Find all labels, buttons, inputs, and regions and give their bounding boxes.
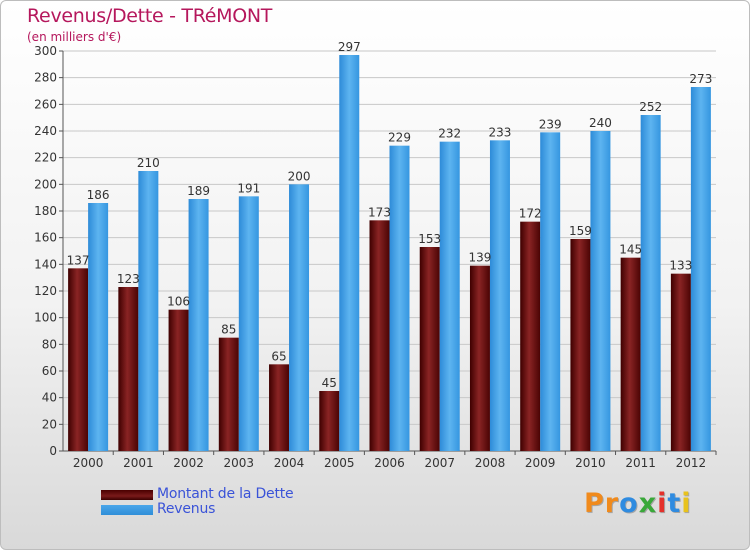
logo-letter: x	[638, 488, 658, 519]
x-tick-label: 2010	[575, 456, 606, 470]
y-tick-label: 120	[34, 284, 57, 298]
x-tick-label: 2001	[123, 456, 154, 470]
bar-revenus	[540, 132, 561, 452]
data-label: 145	[619, 243, 642, 257]
y-tick-label: 240	[34, 124, 57, 138]
labels: 0 20 40 60 80 100 120 140 160 180 200 220 240 260 280 3…	[34, 40, 712, 470]
bar-dette	[570, 239, 591, 451]
y-tick-label: 280	[34, 71, 57, 85]
data-label: 159	[569, 224, 592, 238]
data-label: 189	[187, 184, 210, 198]
bar-dette	[620, 257, 641, 451]
legend-swatch-debt	[101, 490, 153, 500]
data-label: 273	[689, 72, 712, 86]
y-tick-label: 20	[42, 417, 57, 431]
data-label: 137	[67, 253, 90, 267]
data-label: 233	[489, 125, 512, 139]
logo-letter: t	[667, 488, 682, 519]
x-tick-label: 2002	[173, 456, 204, 470]
data-label: 85	[221, 323, 236, 337]
legend-swatch-revenus	[101, 505, 153, 515]
y-tick-label: 40	[42, 391, 57, 405]
data-label: 45	[322, 376, 337, 390]
data-label: 65	[271, 349, 286, 363]
y-tick-label: 220	[34, 151, 57, 165]
data-label: 239	[539, 117, 562, 131]
data-label: 210	[137, 156, 160, 170]
x-tick-label: 2003	[224, 456, 255, 470]
bar-revenus	[88, 203, 109, 451]
y-tick-label: 100	[34, 311, 57, 325]
bar-revenus	[289, 184, 310, 452]
x-tick-label: 2005	[324, 456, 355, 470]
logo-letter: P	[584, 488, 605, 519]
x-tick-label: 2000	[73, 456, 104, 470]
data-label: 200	[288, 169, 311, 183]
bar-dette	[319, 391, 340, 451]
y-tick-label: 0	[49, 444, 57, 458]
x-tick-label: 2009	[525, 456, 556, 470]
data-label: 173	[368, 205, 391, 219]
y-tick-label: 260	[34, 97, 57, 111]
bar-dette	[369, 220, 390, 451]
bar-revenus	[339, 55, 360, 451]
x-tick-label: 2006	[374, 456, 405, 470]
proxiti-logo: Proxiti	[584, 488, 692, 519]
data-label: 186	[87, 188, 110, 202]
chart-subtitle: (en milliers d'€)	[27, 30, 122, 44]
data-label: 240	[589, 116, 612, 130]
bar-revenus	[590, 131, 611, 451]
data-label: 229	[388, 131, 411, 145]
x-tick-label: 2004	[274, 456, 305, 470]
bar-revenus	[640, 115, 661, 451]
data-label: 133	[669, 259, 692, 273]
x-tick-label: 2007	[424, 456, 455, 470]
bar-revenus	[188, 199, 209, 451]
logo-letter: i	[657, 488, 668, 519]
bar-revenus	[138, 171, 159, 451]
legend-label-debt: Montant de la Dette	[157, 486, 294, 502]
y-tick-label: 180	[34, 204, 57, 218]
y-tick-label: 200	[34, 177, 57, 191]
data-label: 172	[519, 207, 542, 221]
legend-label-revenus: Revenus	[157, 501, 216, 517]
data-label: 297	[338, 40, 361, 54]
data-label: 153	[418, 232, 441, 246]
bar-dette	[670, 273, 691, 451]
bar-revenus	[439, 141, 460, 451]
y-tick-label: 80	[42, 337, 57, 351]
y-tick-label: 60	[42, 364, 57, 378]
bar-dette	[269, 364, 290, 451]
x-tick-label: 2012	[676, 456, 707, 470]
bar-dette	[520, 221, 541, 451]
y-tick-label: 140	[34, 257, 57, 271]
bar-revenus	[389, 145, 410, 451]
x-tick-label: 2011	[625, 456, 656, 470]
bar-dette	[68, 268, 89, 451]
logo-letter: o	[619, 488, 639, 519]
data-label: 252	[639, 100, 662, 114]
y-tick-label: 300	[34, 44, 57, 58]
chart-title: Revenus/Dette - TRéMONT	[27, 5, 273, 27]
bars	[68, 55, 711, 452]
bar-revenus	[690, 87, 711, 451]
data-label: 123	[117, 272, 140, 286]
logo-letter: i	[681, 488, 692, 519]
data-label: 139	[469, 251, 492, 265]
x-tick-label: 2008	[475, 456, 506, 470]
bar-dette	[419, 247, 440, 451]
bar-revenus	[238, 196, 259, 451]
y-tick-label: 160	[34, 231, 57, 245]
bar-dette	[469, 265, 490, 451]
data-label: 106	[167, 295, 190, 309]
data-label: 191	[237, 181, 260, 195]
bar-revenus	[489, 140, 510, 452]
logo-letter: r	[604, 488, 620, 519]
bar-dette	[118, 287, 139, 451]
data-label: 232	[438, 127, 461, 141]
bar-dette	[168, 309, 189, 451]
bar-dette	[218, 337, 239, 451]
